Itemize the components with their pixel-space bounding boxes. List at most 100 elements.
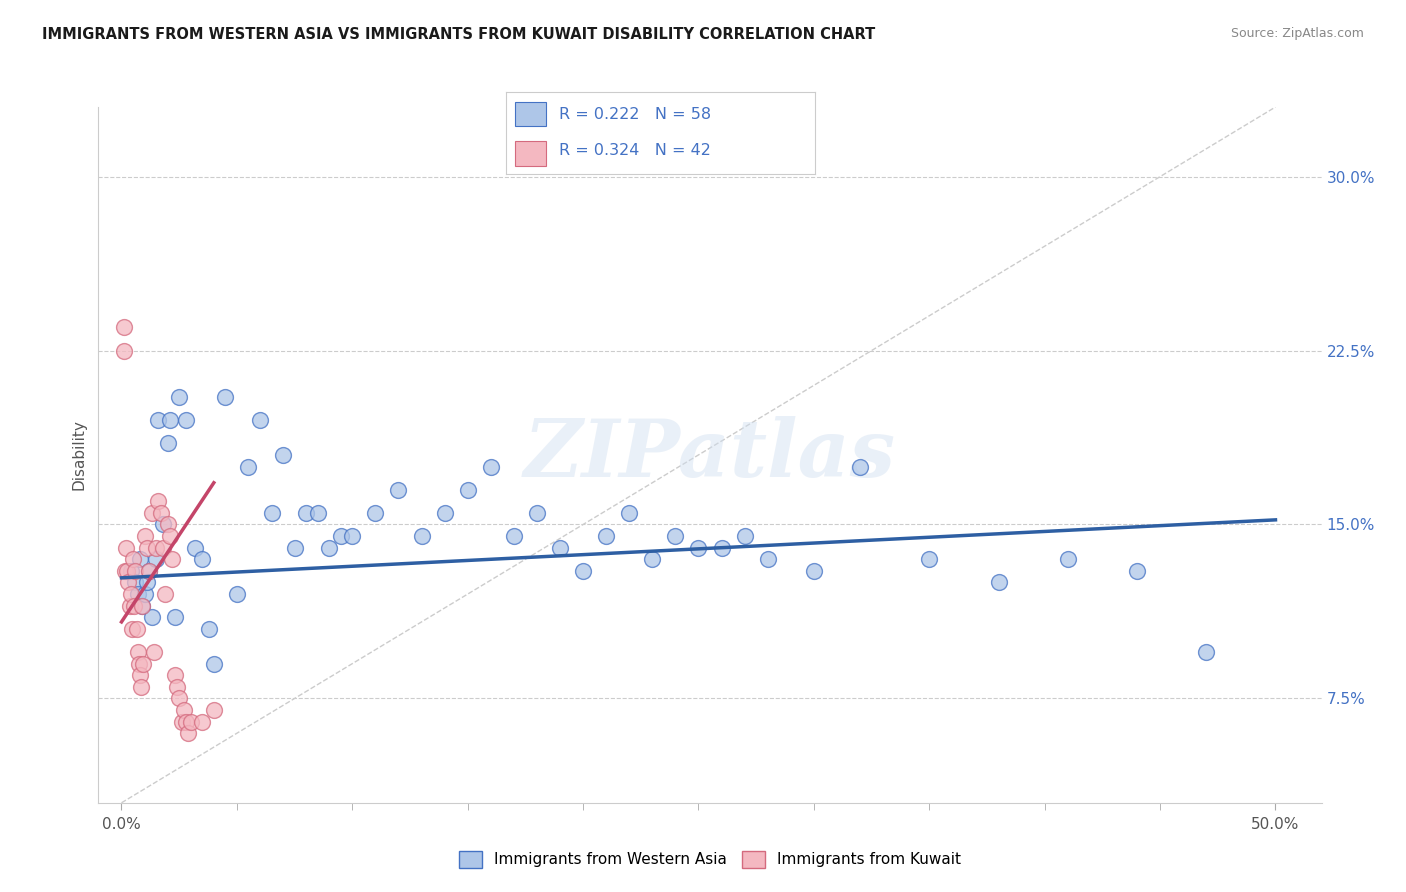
- Point: [479, 459, 502, 474]
- Point: [155, 587, 177, 601]
- Point: [1126, 564, 1149, 578]
- FancyBboxPatch shape: [516, 102, 547, 127]
- Point: [159, 413, 181, 427]
- Point: [152, 517, 174, 532]
- Point: [145, 552, 167, 566]
- Point: [174, 714, 197, 729]
- Point: [318, 541, 340, 555]
- Point: [120, 587, 142, 601]
- Point: [198, 622, 221, 636]
- Point: [156, 436, 179, 450]
- Point: [129, 552, 152, 566]
- Point: [502, 529, 524, 543]
- Point: [159, 529, 181, 543]
- Point: [803, 564, 825, 578]
- Point: [756, 552, 779, 566]
- Point: [135, 575, 157, 590]
- Point: [127, 587, 149, 601]
- Point: [135, 541, 157, 555]
- Point: [121, 622, 143, 636]
- Point: [131, 599, 153, 613]
- Point: [249, 413, 271, 427]
- Point: [128, 657, 150, 671]
- Point: [433, 506, 456, 520]
- Point: [142, 645, 165, 659]
- Point: [271, 448, 294, 462]
- Point: [162, 552, 184, 566]
- Text: R = 0.222   N = 58: R = 0.222 N = 58: [558, 106, 711, 121]
- Point: [127, 645, 149, 659]
- Point: [284, 541, 307, 555]
- Point: [134, 587, 156, 601]
- Point: [364, 506, 387, 520]
- Point: [138, 564, 160, 578]
- Point: [117, 575, 139, 590]
- Point: [202, 657, 225, 671]
- Point: [173, 703, 195, 717]
- Point: [918, 552, 941, 566]
- Point: [295, 506, 318, 520]
- Point: [457, 483, 479, 497]
- Point: [180, 714, 202, 729]
- Point: [167, 390, 190, 404]
- Point: [572, 564, 595, 578]
- Point: [141, 610, 163, 624]
- Point: [1195, 645, 1218, 659]
- Y-axis label: Disability: Disability: [72, 419, 87, 491]
- Point: [117, 564, 139, 578]
- Text: IMMIGRANTS FROM WESTERN ASIA VS IMMIGRANTS FROM KUWAIT DISABILITY CORRELATION CH: IMMIGRANTS FROM WESTERN ASIA VS IMMIGRAN…: [42, 27, 876, 42]
- Point: [1056, 552, 1078, 566]
- Point: [129, 680, 152, 694]
- Point: [170, 714, 193, 729]
- Point: [156, 517, 179, 532]
- Point: [214, 390, 236, 404]
- Point: [132, 657, 155, 671]
- Point: [148, 413, 170, 427]
- Point: [166, 680, 188, 694]
- Text: Source: ZipAtlas.com: Source: ZipAtlas.com: [1230, 27, 1364, 40]
- Point: [124, 575, 146, 590]
- Point: [125, 622, 148, 636]
- Point: [134, 529, 156, 543]
- Point: [641, 552, 664, 566]
- Legend: Immigrants from Western Asia, Immigrants from Kuwait: Immigrants from Western Asia, Immigrants…: [451, 843, 969, 875]
- Point: [115, 541, 138, 555]
- Point: [152, 541, 174, 555]
- Point: [849, 459, 872, 474]
- Point: [141, 506, 163, 520]
- Point: [112, 320, 135, 334]
- Point: [734, 529, 756, 543]
- Point: [163, 668, 186, 682]
- Point: [120, 564, 142, 578]
- Point: [387, 483, 409, 497]
- Point: [202, 703, 225, 717]
- Point: [191, 552, 214, 566]
- Point: [238, 459, 260, 474]
- Point: [122, 552, 145, 566]
- Point: [548, 541, 571, 555]
- Point: [191, 714, 214, 729]
- Text: R = 0.324   N = 42: R = 0.324 N = 42: [558, 144, 710, 159]
- FancyBboxPatch shape: [516, 141, 547, 166]
- Point: [526, 506, 548, 520]
- Point: [307, 506, 329, 520]
- Point: [329, 529, 352, 543]
- Point: [124, 564, 146, 578]
- Point: [710, 541, 733, 555]
- Point: [411, 529, 433, 543]
- Point: [138, 564, 160, 578]
- Point: [177, 726, 200, 740]
- Point: [260, 506, 283, 520]
- Text: ZIPatlas: ZIPatlas: [524, 417, 896, 493]
- Point: [122, 599, 145, 613]
- Point: [619, 506, 641, 520]
- Point: [118, 599, 141, 613]
- Point: [225, 587, 247, 601]
- Point: [145, 541, 167, 555]
- Point: [184, 541, 207, 555]
- Point: [149, 506, 172, 520]
- Point: [114, 564, 136, 578]
- Point: [129, 668, 152, 682]
- Point: [595, 529, 617, 543]
- Point: [112, 343, 135, 358]
